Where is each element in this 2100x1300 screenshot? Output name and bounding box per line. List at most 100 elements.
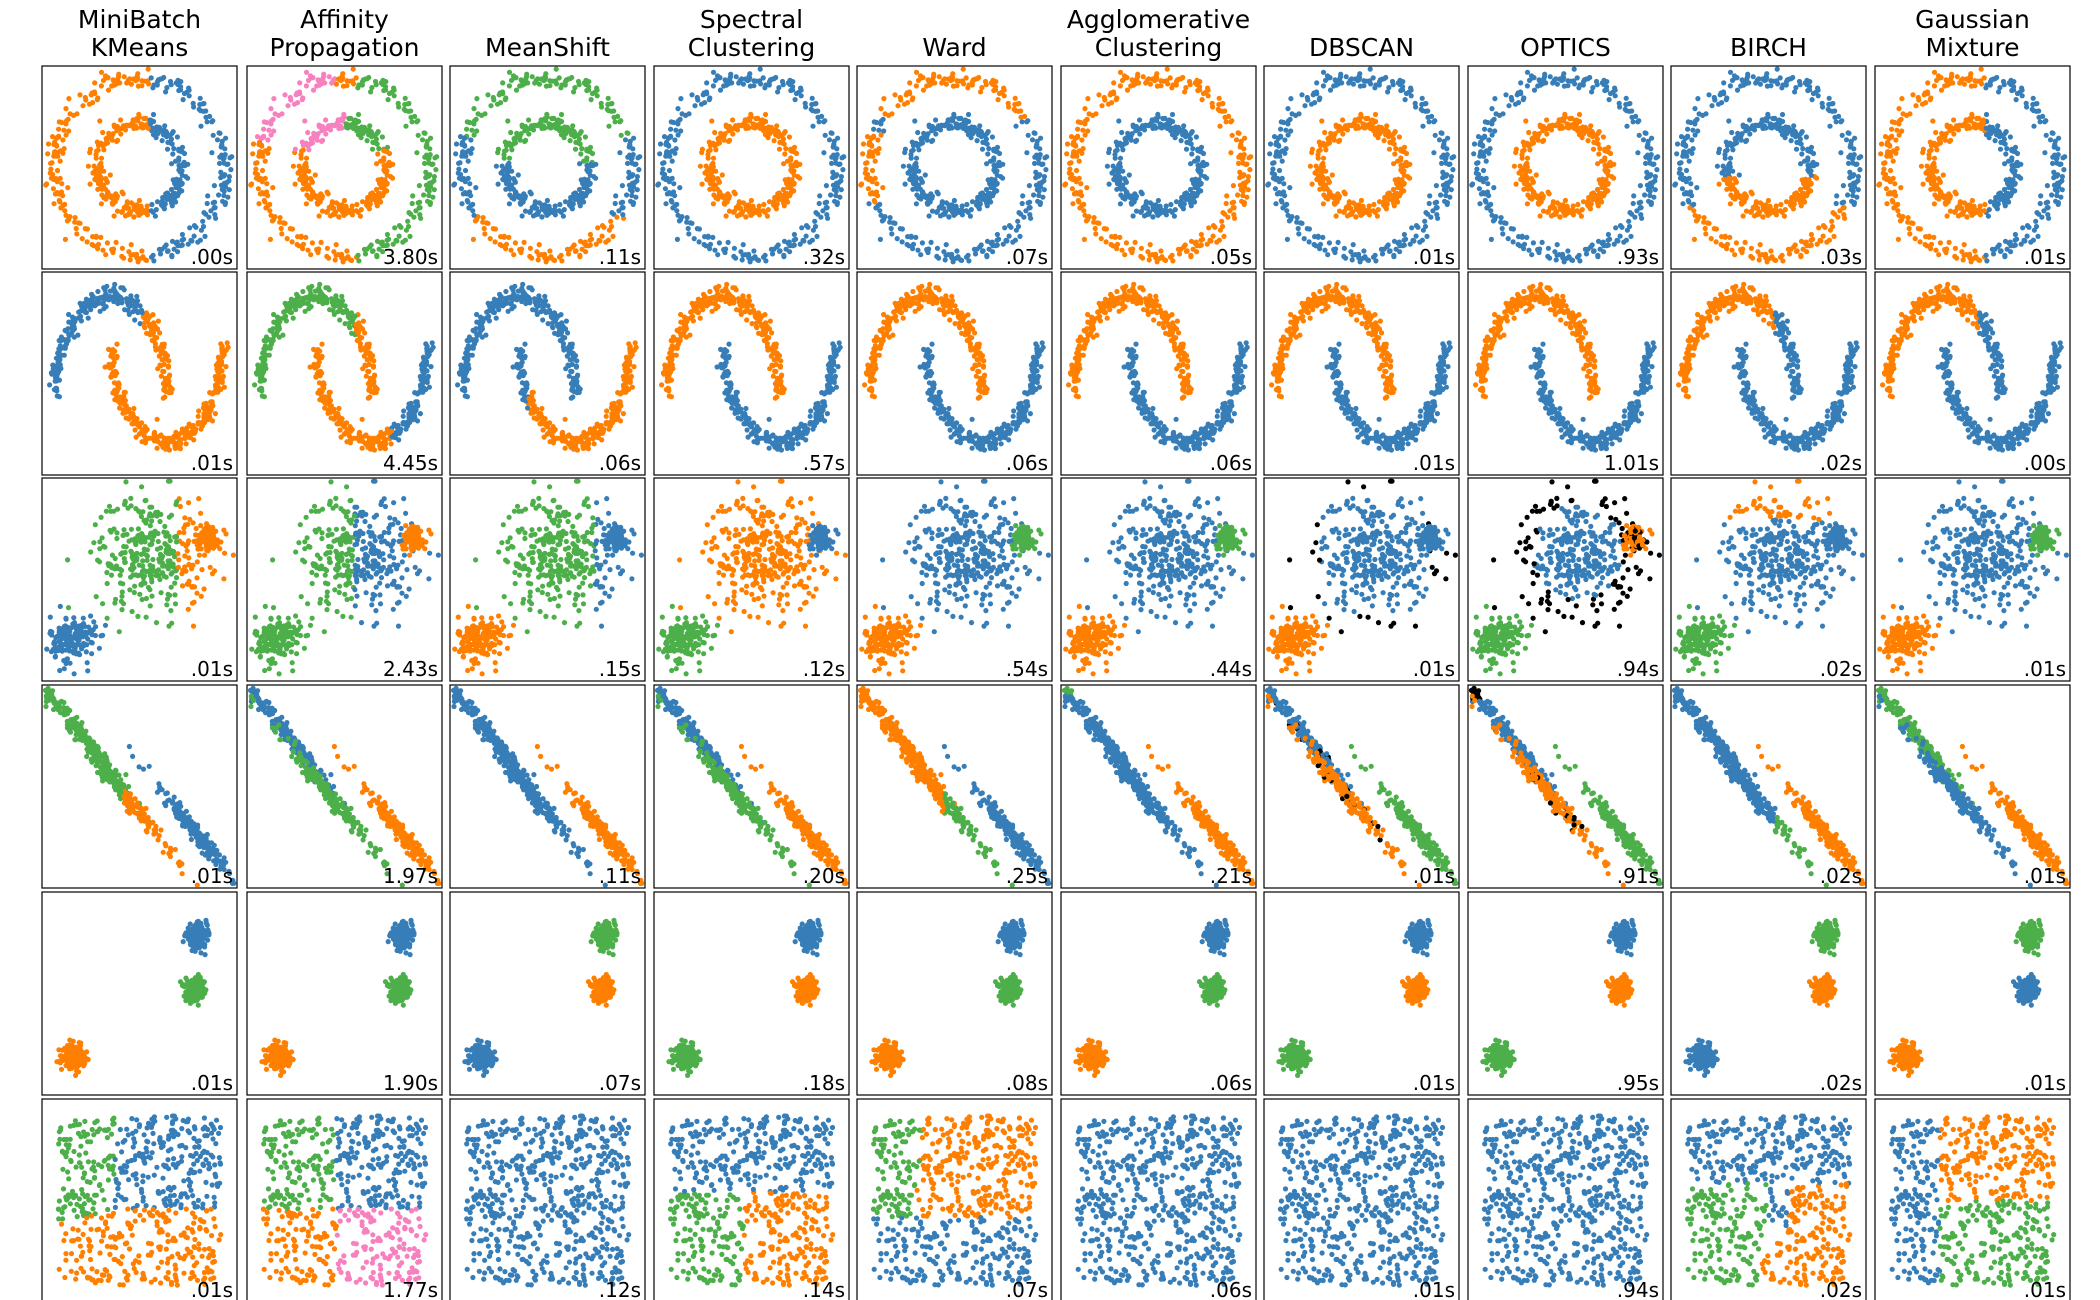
data-point: [296, 243, 301, 248]
data-point: [59, 181, 64, 186]
data-point: [251, 141, 256, 146]
data-point: [91, 243, 96, 248]
data-point: [100, 248, 105, 253]
data-point: [356, 253, 361, 258]
data-point: [263, 159, 268, 164]
data-point: [133, 78, 138, 83]
data-point: [303, 235, 308, 240]
data-point: [225, 195, 230, 200]
data-point: [99, 70, 104, 75]
data-point: [425, 187, 430, 192]
data-point: [180, 238, 185, 243]
data-point: [170, 239, 175, 244]
data-point: [256, 201, 261, 206]
data-point: [180, 232, 185, 237]
method-title-line: KMeans: [91, 33, 189, 62]
data-point: [424, 183, 429, 188]
data-point: [209, 150, 214, 155]
data-point: [138, 211, 143, 216]
data-point: [51, 201, 56, 206]
data-point: [311, 88, 316, 93]
data-point: [54, 143, 59, 148]
method-title: Agglomerative Clustering: [1067, 5, 1250, 62]
data-point: [74, 111, 79, 116]
data-point: [383, 79, 388, 84]
data-point: [61, 128, 66, 133]
data-point: [217, 131, 222, 136]
data-point: [262, 199, 267, 204]
data-point: [343, 256, 348, 261]
data-point: [131, 126, 136, 131]
data-point: [430, 195, 435, 200]
data-point: [170, 151, 175, 156]
data-point: [48, 167, 53, 172]
data-point: [261, 127, 266, 132]
data-point: [112, 124, 117, 129]
data-point: [162, 244, 167, 249]
data-point: [259, 135, 264, 140]
timing-label: .00s: [191, 245, 233, 269]
data-point: [92, 80, 97, 85]
data-point: [396, 101, 401, 106]
data-point: [308, 252, 313, 257]
data-point: [198, 124, 203, 129]
data-point: [113, 79, 118, 84]
data-point: [211, 200, 216, 205]
data-point: [273, 111, 278, 116]
data-point: [51, 186, 56, 191]
data-point: [143, 257, 148, 262]
data-point: [411, 215, 416, 220]
data-point: [90, 90, 95, 95]
data-point: [344, 248, 349, 253]
data-point: [212, 183, 217, 188]
data-point: [134, 207, 139, 212]
data-point: [288, 95, 293, 100]
data-point: [205, 119, 210, 124]
data-point: [200, 101, 205, 106]
data-point: [308, 75, 313, 80]
data-point: [432, 174, 437, 179]
data-point: [370, 147, 375, 152]
data-point: [417, 183, 422, 188]
data-point: [129, 82, 134, 87]
data-point: [180, 173, 185, 178]
data-point: [392, 93, 397, 98]
data-point: [416, 133, 421, 138]
data-point: [176, 88, 181, 93]
data-point: [403, 96, 408, 101]
data-point: [110, 200, 115, 205]
data-point: [66, 117, 71, 122]
data-point: [417, 205, 422, 210]
data-point: [193, 225, 198, 230]
data-point: [416, 200, 421, 205]
data-point: [264, 120, 269, 125]
data-point: [166, 197, 171, 202]
data-point: [424, 144, 429, 149]
data-point: [410, 119, 415, 124]
data-point: [137, 114, 142, 119]
data-point: [149, 75, 154, 80]
data-point: [100, 187, 105, 192]
data-point: [74, 226, 79, 231]
data-point: [278, 215, 283, 220]
data-point: [90, 170, 95, 175]
data-point: [108, 136, 113, 141]
data-point: [400, 240, 405, 245]
data-point: [211, 133, 216, 138]
data-point: [128, 257, 133, 262]
data-point: [136, 84, 141, 89]
data-point: [192, 234, 197, 239]
data-point: [201, 109, 206, 114]
data-point: [85, 239, 90, 244]
data-point: [210, 118, 215, 123]
data-point: [68, 111, 73, 116]
data-point: [66, 128, 71, 133]
data-point: [95, 97, 100, 102]
data-point: [397, 234, 402, 239]
data-point: [88, 182, 93, 187]
data-point: [146, 67, 151, 72]
data-point: [157, 247, 162, 252]
data-point: [77, 92, 82, 97]
data-point: [60, 137, 65, 142]
data-point: [151, 253, 156, 258]
